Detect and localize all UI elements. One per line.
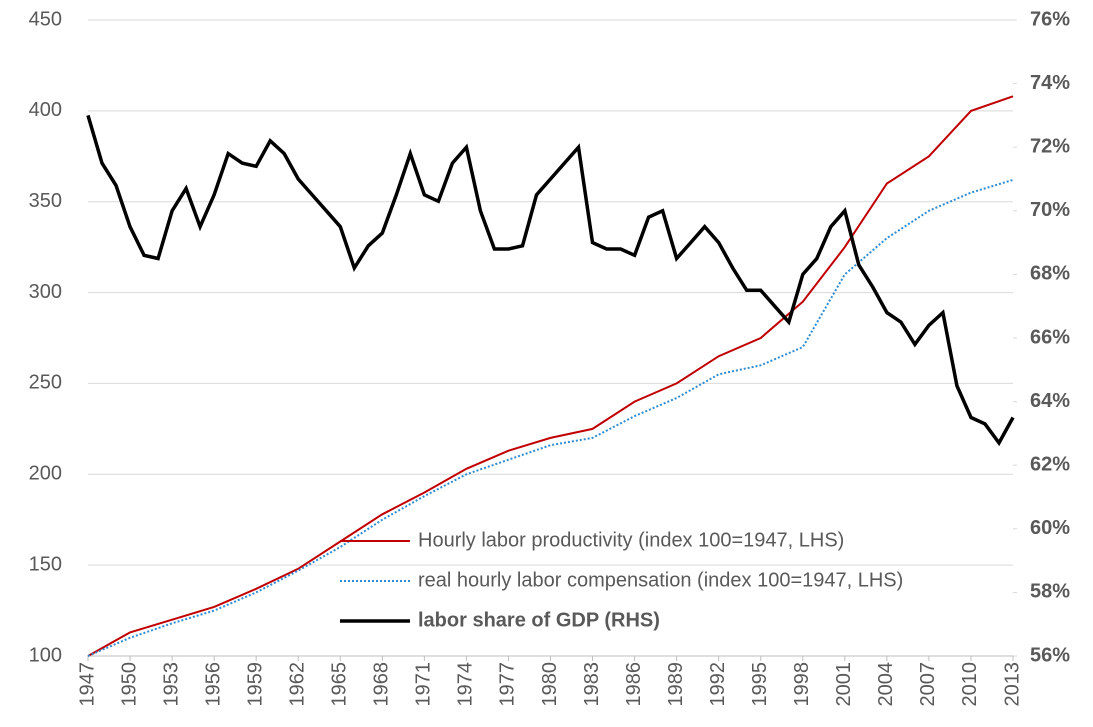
x-tick-label: 1959 <box>244 662 266 707</box>
y2-tick-label: 76% <box>1030 8 1070 30</box>
x-tick-label: 1965 <box>329 662 351 707</box>
x-tick-label: 1992 <box>707 662 729 707</box>
x-tick-label: 2007 <box>917 662 939 707</box>
legend-label: Hourly labor productivity (index 100=194… <box>418 529 844 551</box>
x-tick-label: 1950 <box>118 662 140 707</box>
legend-label: real hourly labor compensation (index 10… <box>418 569 903 591</box>
x-tick-label: 1971 <box>413 662 435 707</box>
y-tick-label: 250 <box>29 372 62 394</box>
legend-label: labor share of GDP (RHS) <box>418 609 660 631</box>
x-tick-label: 1953 <box>160 662 182 707</box>
y2-tick-label: 64% <box>1030 390 1070 412</box>
x-tick-label: 1947 <box>76 662 98 707</box>
y2-tick-label: 58% <box>1030 581 1070 603</box>
y-tick-label: 200 <box>29 463 62 485</box>
x-tick-label: 1962 <box>287 662 309 707</box>
x-tick-label: 1995 <box>749 662 771 707</box>
x-tick-label: 1983 <box>581 662 603 707</box>
x-tick-label: 1986 <box>623 662 645 707</box>
y2-tick-label: 60% <box>1030 517 1070 539</box>
y-tick-label: 150 <box>29 553 62 575</box>
y2-tick-label: 56% <box>1030 644 1070 666</box>
x-tick-label: 2004 <box>875 662 897 707</box>
x-tick-label: 1980 <box>539 662 561 707</box>
y2-tick-label: 62% <box>1030 453 1070 475</box>
series-line <box>86 114 1015 447</box>
x-tick-label: 2010 <box>959 662 981 707</box>
y2-tick-label: 68% <box>1030 263 1070 285</box>
x-tick-label: 1989 <box>665 662 687 707</box>
y2-tick-label: 70% <box>1030 199 1070 221</box>
y-tick-label: 350 <box>29 190 62 212</box>
x-tick-label: 1956 <box>202 662 224 707</box>
y-tick-label: 450 <box>29 8 62 30</box>
y2-tick-label: 72% <box>1030 135 1070 157</box>
y-tick-label: 100 <box>29 644 62 666</box>
x-tick-label: 1998 <box>791 662 813 707</box>
x-tick-label: 1968 <box>371 662 393 707</box>
y2-tick-label: 74% <box>1030 72 1070 94</box>
series-line <box>87 95 1014 657</box>
x-tick-label: 1974 <box>455 662 477 707</box>
x-tick-label: 1977 <box>497 662 519 707</box>
y-tick-label: 400 <box>29 99 62 121</box>
x-tick-label: 2001 <box>833 662 855 707</box>
y-tick-label: 300 <box>29 281 62 303</box>
x-tick-label: 2013 <box>1001 662 1023 707</box>
y2-tick-label: 66% <box>1030 326 1070 348</box>
